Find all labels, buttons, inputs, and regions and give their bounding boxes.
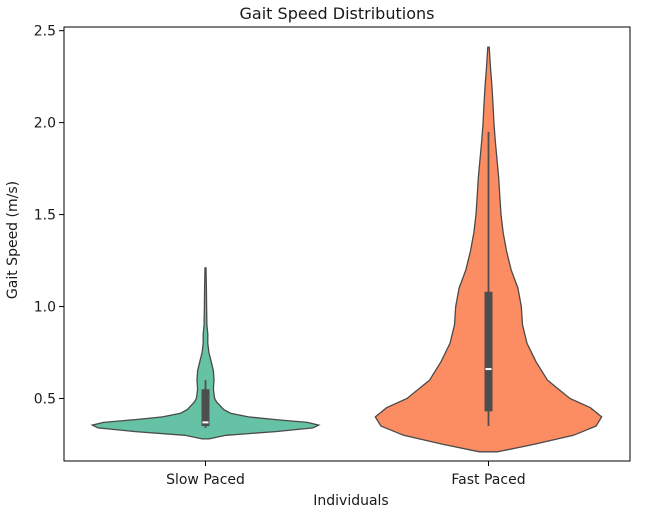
y-tick-label: 2.0 [34,116,56,132]
axes: 0.5 1.0 1.5 2.0 2.5 Slow Paced Fast Paced [34,24,631,488]
y-tick-label: 2.5 [34,24,56,40]
y-axis-label: Gait Speed (m/s) [5,181,21,299]
violin-box [484,291,493,412]
chart-title: Gait Speed Distributions [240,4,435,23]
x-axis-label: Individuals [313,493,388,509]
y-tick-label: 1.0 [34,300,56,316]
x-tick-label: Fast Paced [451,472,525,488]
violin-box [201,389,210,427]
plot-area [90,46,603,453]
y-tick-label: 1.5 [34,208,56,224]
y-tick-label: 0.5 [34,391,56,407]
x-tick-label: Slow Paced [166,472,245,488]
axes-frame [63,26,631,462]
violin-body [90,267,321,440]
